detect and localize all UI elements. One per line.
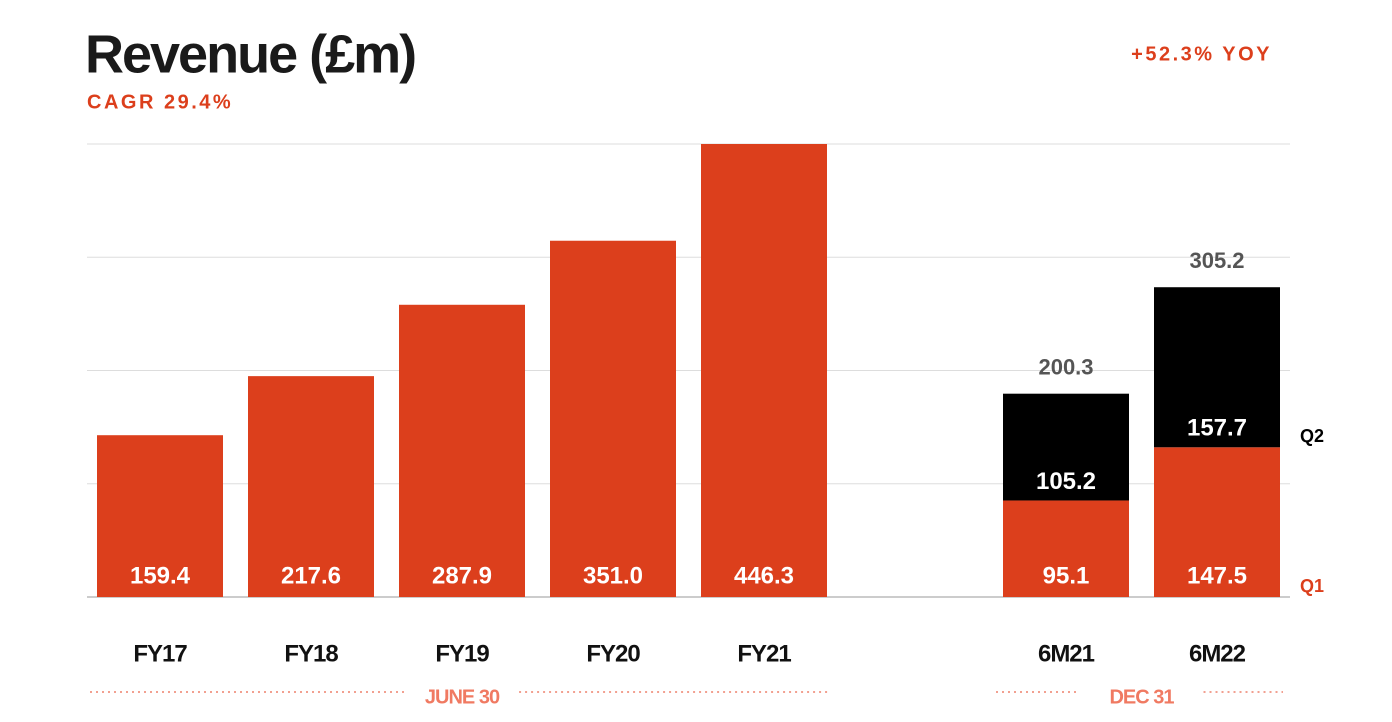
bar-segment	[1003, 393, 1129, 501]
chart-subtitle: CAGR 29.4%	[87, 91, 233, 113]
value-label: 446.3	[734, 562, 794, 589]
x-tick-label: FY18	[284, 640, 338, 667]
x-tick-label: FY19	[435, 640, 489, 667]
chart-title: Revenue (£m)	[85, 24, 415, 84]
value-label: 217.6	[281, 562, 341, 589]
x-tick-label: FY21	[737, 640, 791, 667]
bar-segment	[97, 435, 223, 597]
bar-segment	[248, 376, 374, 597]
value-label: 147.5	[1187, 562, 1247, 589]
group-label: DEC 31	[1109, 686, 1174, 708]
total-label: 200.3	[1038, 355, 1093, 380]
x-tick-label: FY20	[586, 640, 640, 667]
x-tick-label: 6M22	[1189, 640, 1246, 667]
x-tick-label: 6M21	[1038, 640, 1095, 667]
bar-segment	[701, 144, 827, 597]
value-label: 351.0	[583, 562, 643, 589]
x-tick-label: FY17	[133, 640, 187, 667]
value-label: 157.7	[1187, 415, 1247, 442]
value-label: 287.9	[432, 562, 492, 589]
value-label: 159.4	[130, 562, 191, 589]
legend-label: Q2	[1300, 426, 1324, 446]
group-label: JUNE 30	[425, 686, 500, 708]
bar-segment	[1003, 500, 1129, 597]
value-label: 95.1	[1043, 562, 1090, 589]
annotation: +52.3% YOY	[1131, 43, 1272, 65]
total-label: 305.2	[1189, 248, 1244, 273]
value-label: 105.2	[1036, 468, 1096, 495]
bar-segment	[550, 240, 676, 598]
bar-segment	[1154, 287, 1280, 448]
bar-segment	[399, 304, 525, 597]
legend-label: Q1	[1300, 576, 1324, 596]
bar-segment	[1154, 447, 1280, 597]
